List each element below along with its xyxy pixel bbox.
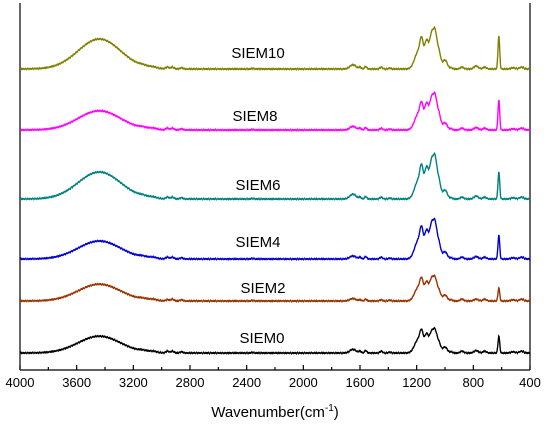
series-line-siem4 [19,217,531,262]
series-label-siem0: SIEM0 [239,330,284,347]
spectra-traces [19,25,531,356]
series-label-siem2: SIEM2 [240,280,285,297]
x-tick-label: 400 [519,375,541,390]
x-tick-label: 2800 [176,375,205,390]
series-line-siem8 [19,90,531,133]
x-axis: 4000 3600 3200 2800 2400 2000 1600 1200 800 400 [6,365,541,390]
series-line-siem10 [19,25,531,72]
series-label-siem10: SIEM10 [231,45,284,62]
series-line-siem0 [19,326,531,356]
x-tick-label: 1200 [402,375,431,390]
x-tick-label: 1600 [346,375,375,390]
x-tick-label: 2400 [232,375,261,390]
series-label-siem6: SIEM6 [235,177,280,194]
series-line-siem6 [19,152,531,202]
x-axis-title: Wavenumber(cm-1) [211,403,339,421]
x-tick-label: 4000 [6,375,35,390]
x-tick-label: 3200 [119,375,148,390]
series-label-siem4: SIEM4 [235,234,280,251]
x-axis-title-superscript: -1 [325,403,334,414]
x-axis-title-suffix: ) [334,404,339,421]
series-label-siem8: SIEM8 [232,108,277,125]
x-tick-label: 3600 [62,375,91,390]
x-tick-label: 2000 [289,375,318,390]
x-axis-title-main: Wavenumber(cm [211,404,325,421]
series-line-siem2 [19,274,531,304]
series-labels: SIEM10 SIEM8 SIEM6 SIEM4 SIEM2 SIEM0 [231,45,285,347]
x-tick-label: 800 [462,375,484,390]
